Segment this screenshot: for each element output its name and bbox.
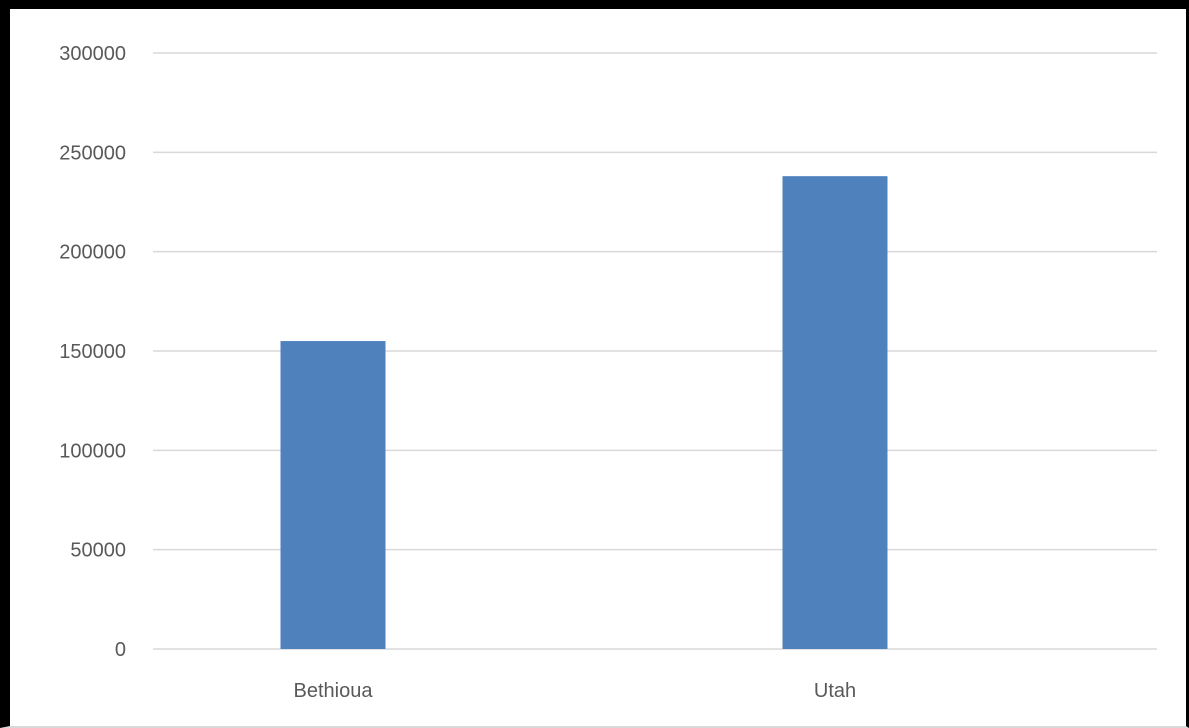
y-tick-label: 250000 [59,142,126,164]
y-tick-label: 50000 [70,540,126,562]
y-tick-label: 100000 [59,440,126,462]
x-axis-tick-labels: Bethioua Utah [294,680,857,702]
y-axis-tick-labels: 0 50000 100000 150000 200000 250000 300000 [59,43,126,661]
bars [280,176,888,649]
bar-utah [782,176,888,649]
y-tick-label: 0 [115,639,126,661]
bar-bethioua [280,341,386,649]
x-tick-label: Bethioua [294,680,374,702]
y-tick-label: 300000 [59,43,126,65]
y-tick-label: 200000 [59,242,126,264]
x-tick-label: Utah [814,680,856,702]
y-tick-label: 150000 [59,341,126,363]
